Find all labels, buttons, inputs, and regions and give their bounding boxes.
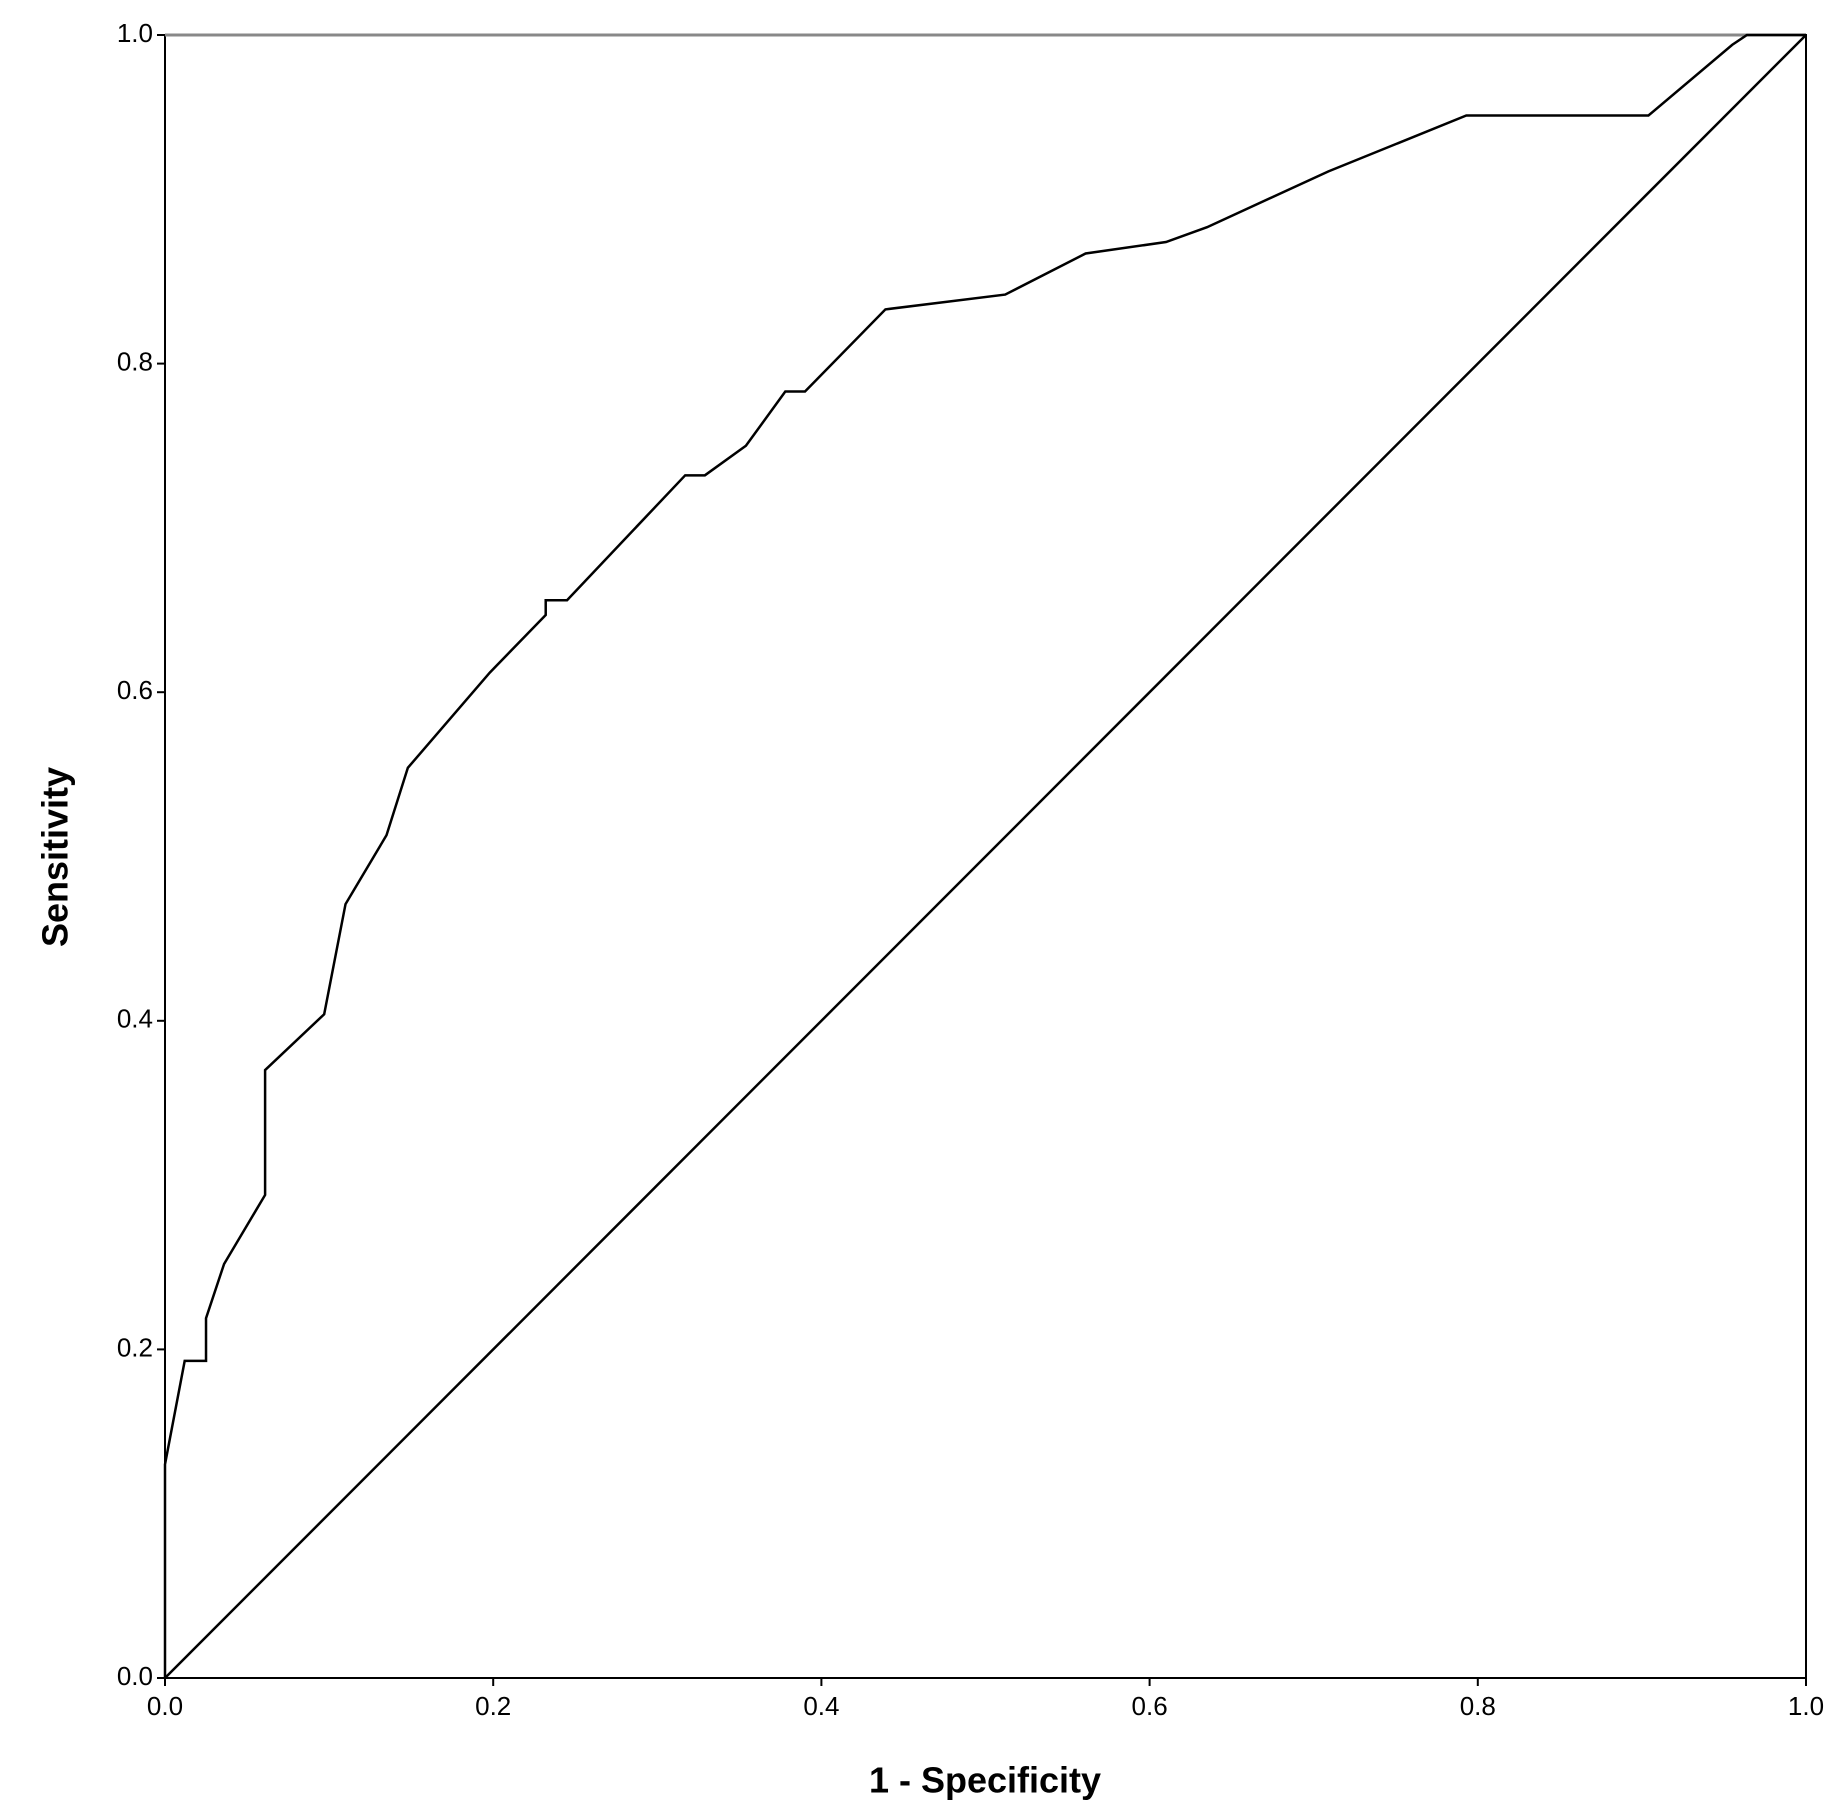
roc-line (164, 34, 1807, 1679)
y-tick-label: 1.0 (117, 18, 153, 48)
x-tick-label: 0.6 (1132, 1691, 1168, 1721)
x-tick-label: 0.4 (803, 1691, 839, 1721)
x-tick-label: 0.0 (147, 1691, 183, 1721)
y-tick-label: 0.4 (117, 1004, 153, 1034)
x-axis-title: 1 - Specificity (869, 1760, 1101, 1801)
roc-line (163, 33, 1806, 1678)
y-tick-label: 0.6 (117, 675, 153, 705)
x-tick-label: 0.2 (475, 1691, 511, 1721)
y-tick-label: 0.2 (117, 1332, 153, 1362)
x-tick-label: 0.8 (1460, 1691, 1496, 1721)
x-tick-label: 1.0 (1788, 1691, 1824, 1721)
y-tick-label: 0.8 (117, 346, 153, 376)
y-tick-label: 0.0 (117, 1661, 153, 1691)
y-axis-title: Sensitivity (35, 767, 76, 947)
